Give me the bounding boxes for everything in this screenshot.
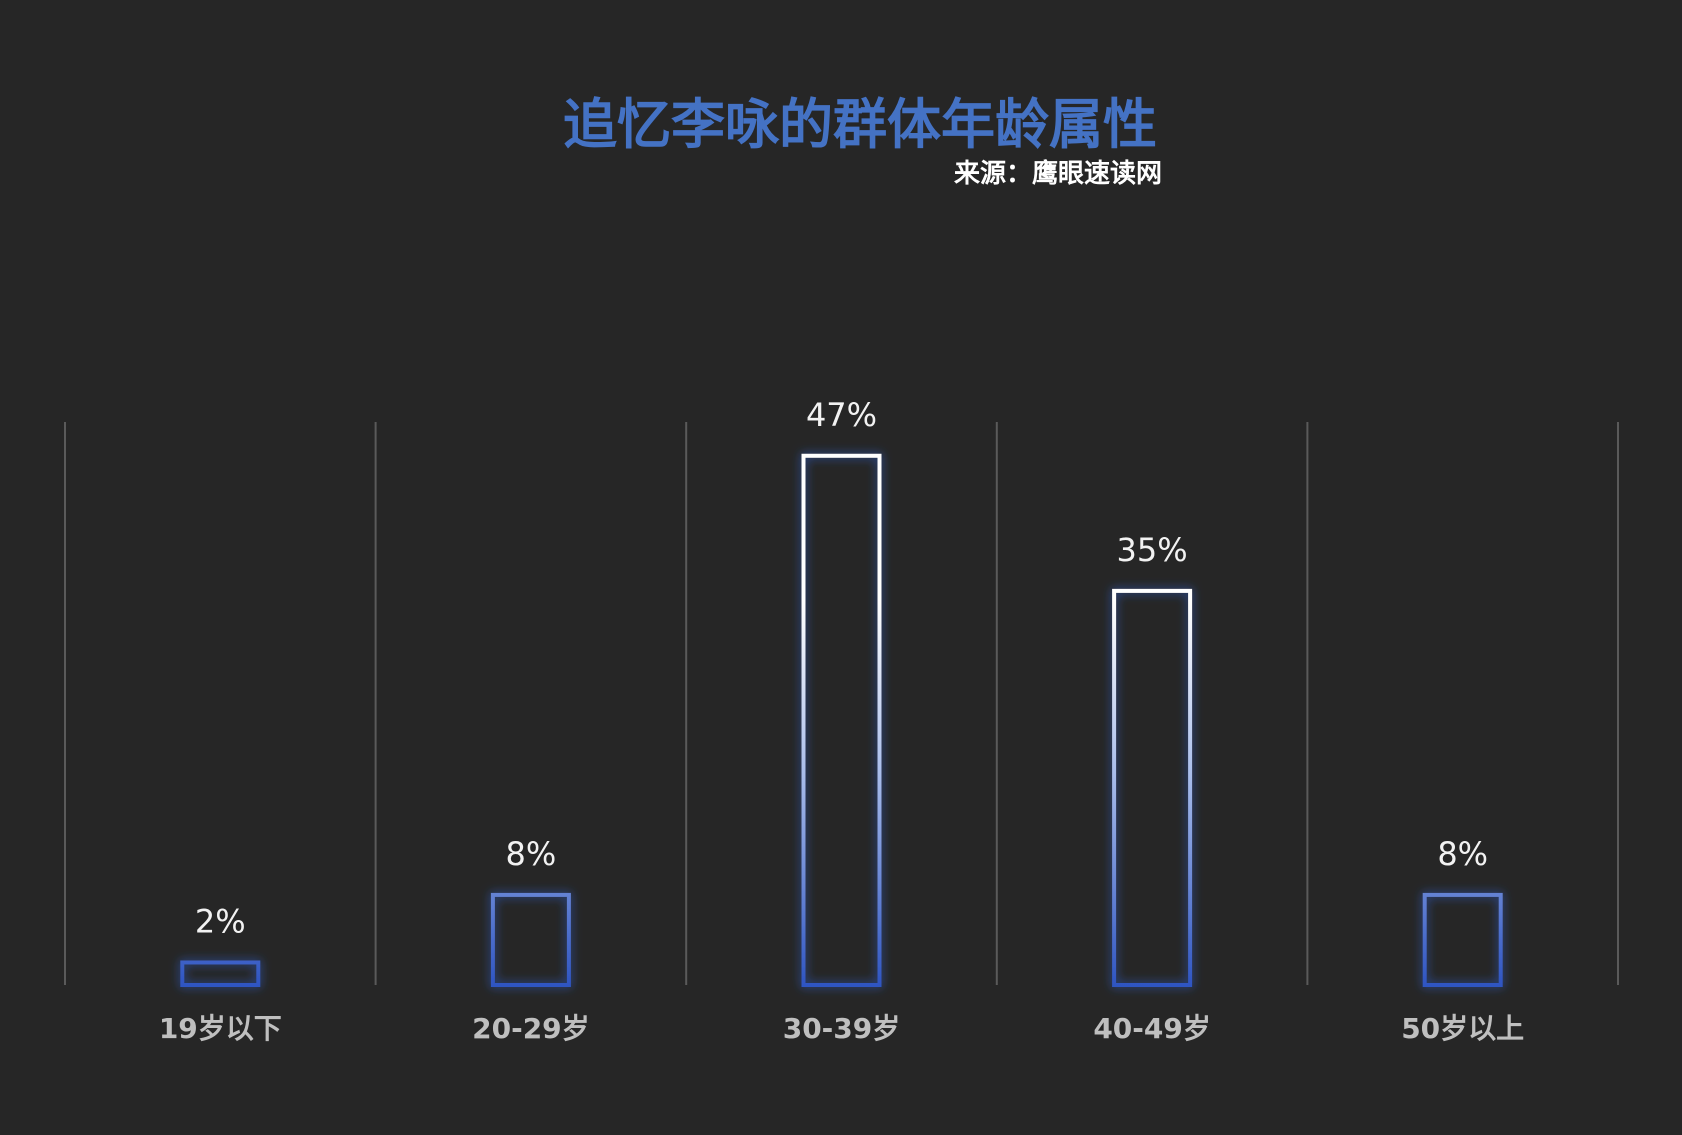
category-label-2: 20-29岁 <box>472 1012 590 1045</box>
data-label-3: 47% <box>806 396 877 434</box>
data-label-1: 2% <box>195 902 246 940</box>
bar-3 <box>801 453 882 987</box>
category-label-5: 50岁以上 <box>1401 1012 1524 1045</box>
category-label-1: 19岁以下 <box>159 1012 282 1045</box>
data-label-5: 8% <box>1437 835 1488 873</box>
bar-2 <box>490 892 571 987</box>
gridlines <box>64 422 1619 985</box>
data-labels: 2% 8% 47% 35% 8% <box>195 396 1488 941</box>
chart-subtitle: 来源：鹰眼速读网 <box>954 158 1162 189</box>
bar-5 <box>1422 892 1503 987</box>
category-axis-labels: 19岁以下 20-29岁 30-39岁 40-49岁 50岁以上 <box>159 1012 1524 1045</box>
bar-4 <box>1112 588 1193 988</box>
bar-1 <box>180 960 261 987</box>
data-label-4: 35% <box>1117 531 1188 569</box>
chart-title: 追忆李咏的群体年龄属性 <box>563 93 1157 156</box>
category-label-3: 30-39岁 <box>783 1012 901 1045</box>
category-label-4: 40-49岁 <box>1093 1012 1211 1045</box>
data-label-2: 8% <box>506 835 557 873</box>
bars <box>180 453 1503 988</box>
